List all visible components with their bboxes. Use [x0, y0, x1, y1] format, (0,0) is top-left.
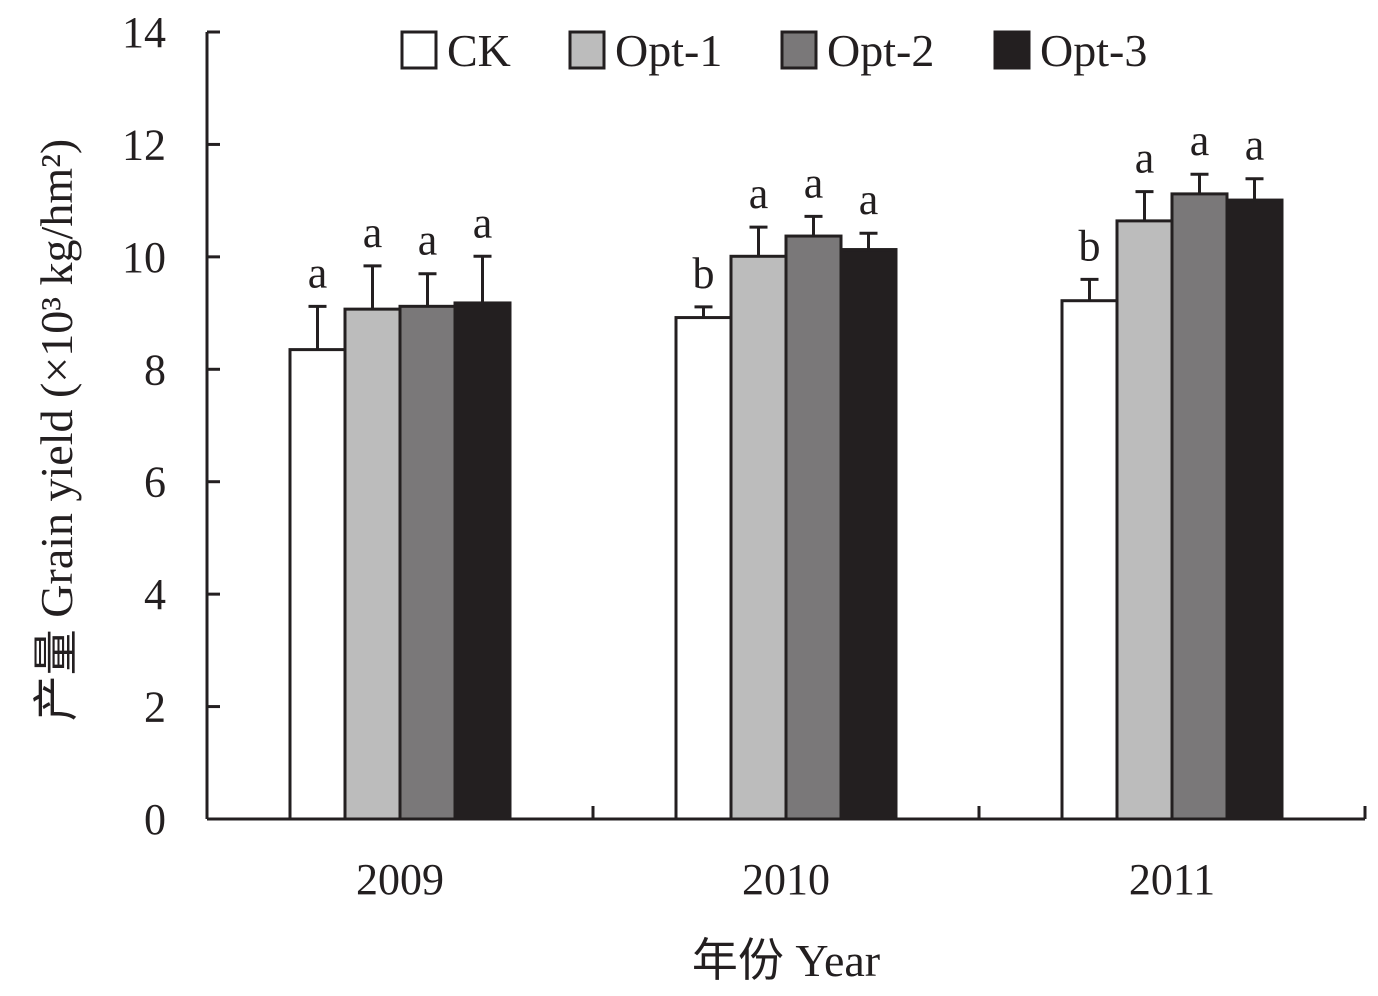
- y-tick-label: 2: [144, 683, 166, 732]
- significance-letter: a: [308, 248, 328, 297]
- significance-letter: a: [363, 208, 383, 257]
- y-axis-ticks: 0 2 4 6 8 10 12 14: [122, 8, 220, 844]
- legend-label: Opt-1: [615, 25, 722, 76]
- significance-letter: a: [804, 158, 824, 207]
- bar-opt-3-2009: [453, 301, 512, 821]
- x-tick-label: 2011: [1129, 855, 1215, 904]
- x-axis-ticks: 2009 2010 2011: [356, 806, 1367, 904]
- significance-letters: aa a aba a aba a a: [308, 116, 1265, 298]
- y-tick-label: 6: [144, 458, 166, 507]
- y-tick-label: 14: [122, 8, 166, 57]
- error-bars: [308, 172, 1264, 350]
- x-axis-title: 年份 Year: [692, 935, 880, 986]
- significance-letter: a: [418, 216, 438, 265]
- legend-swatch-opt-1: [568, 30, 606, 70]
- significance-letter: a: [1190, 116, 1210, 165]
- bar-opt-3-2010: [839, 248, 898, 821]
- significance-letter: a: [749, 169, 769, 218]
- y-tick-label: 8: [144, 345, 166, 394]
- significance-letter: b: [1079, 221, 1101, 270]
- significance-letter: b: [693, 249, 715, 298]
- bar-opt-2-2009: [398, 304, 457, 821]
- y-tick-label: 12: [122, 120, 166, 169]
- bar-series: [288, 192, 1284, 821]
- legend-swatch-opt-3: [993, 30, 1031, 70]
- legend-swatch-ck: [400, 30, 438, 70]
- bar-opt-3-2011: [1225, 198, 1284, 821]
- bar-opt-2-2010: [784, 234, 843, 821]
- bar-opt-2-2011: [1170, 192, 1229, 821]
- significance-letter: a: [1245, 121, 1265, 170]
- significance-letter: a: [473, 198, 493, 247]
- bar-opt-1-2010: [729, 254, 788, 821]
- significance-letter: a: [859, 175, 879, 224]
- bar-ck-2009: [288, 348, 347, 821]
- bar-opt-1-2011: [1115, 219, 1174, 821]
- bar-ck-2010: [674, 316, 733, 821]
- bar-opt-1-2009: [343, 307, 402, 821]
- legend-swatch-opt-2: [780, 30, 818, 70]
- legend: CK Opt-1 Opt-2 Opt-3: [400, 25, 1147, 76]
- y-tick-label: 0: [144, 795, 166, 844]
- legend-label: Opt-2: [827, 25, 934, 76]
- y-tick-label: 10: [122, 233, 166, 282]
- significance-letter: a: [1135, 134, 1155, 183]
- x-tick-label: 2010: [742, 855, 830, 904]
- x-tick-label: 2009: [356, 855, 444, 904]
- legend-label: Opt-3: [1040, 25, 1147, 76]
- y-axis-title: 产量 Grain yield (×10³ kg/hm²): [31, 139, 82, 721]
- y-tick-label: 4: [144, 570, 166, 619]
- bar-ck-2011: [1060, 299, 1119, 821]
- legend-label: CK: [447, 25, 511, 76]
